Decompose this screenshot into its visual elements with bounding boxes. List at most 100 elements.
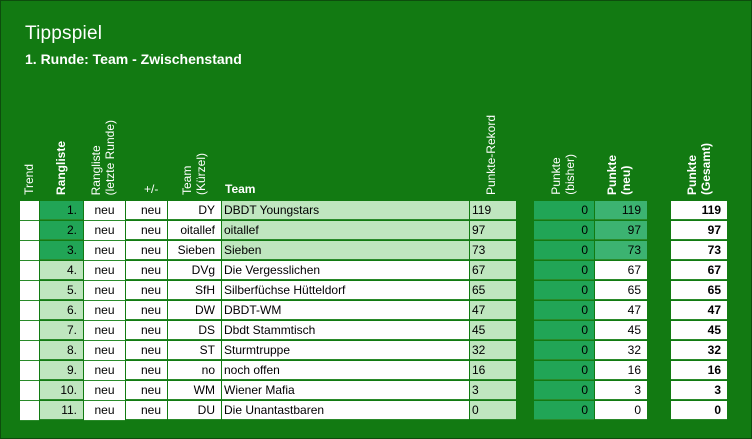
gesamt-cell: 97 — [671, 221, 727, 240]
plusminus-cell: neu — [126, 261, 167, 280]
short-cell: DS — [168, 321, 221, 340]
plusminus-cell: neu — [126, 201, 167, 220]
gesamt-cell: 119 — [671, 201, 727, 220]
gesamt-cell: 45 — [671, 321, 727, 340]
plusminus-cell: neu — [126, 281, 167, 300]
bisher-cell: 0 — [534, 281, 594, 300]
last-rank-cell: neu — [84, 381, 125, 401]
rank-cell: 10. — [40, 381, 83, 400]
rank-cell: 1. — [40, 201, 83, 220]
trend-cell — [20, 381, 39, 401]
rekord-cell: 73 — [470, 241, 516, 260]
rekord-cell: 65 — [470, 281, 516, 300]
rank-cell: 8. — [40, 341, 83, 360]
bisher-cell: 0 — [534, 221, 594, 240]
trend-cell — [20, 261, 39, 281]
team-name-cell: oitallef — [222, 221, 469, 240]
rank-cell: 2. — [40, 221, 83, 240]
rekord-cell: 0 — [470, 401, 516, 420]
page-title: Tippspiel — [25, 23, 103, 44]
bisher-cell: 0 — [534, 241, 594, 260]
plusminus-cell: neu — [126, 381, 167, 400]
gesamt-cell: 16 — [671, 361, 727, 380]
bisher-cell: 0 — [534, 381, 594, 400]
bisher-cell: 0 — [534, 301, 594, 320]
short-cell: DY — [168, 201, 221, 220]
team-name-cell: Dbdt Stammtisch — [222, 321, 469, 340]
team-name-cell: Die Vergesslichen — [222, 261, 469, 280]
team-name-cell: DBDT-WM — [222, 301, 469, 320]
rank-cell: 9. — [40, 361, 83, 380]
plusminus-cell: neu — [126, 401, 167, 420]
short-cell: no — [168, 361, 221, 380]
bisher-cell: 0 — [534, 401, 594, 420]
rank-cell: 3. — [40, 241, 83, 260]
last-rank-cell: neu — [84, 301, 125, 321]
rank-cell: 11. — [40, 401, 83, 420]
header-punkte-bisher: Punkte (bisher) — [549, 154, 577, 195]
bisher-cell: 0 — [534, 201, 594, 220]
rank-cell: 6. — [40, 301, 83, 320]
neu-cell: 32 — [595, 341, 647, 360]
rekord-cell: 3 — [470, 381, 516, 400]
neu-cell: 3 — [595, 381, 647, 400]
header-rangliste: Rangliste — [54, 140, 68, 195]
rekord-cell: 16 — [470, 361, 516, 380]
trend-cell — [20, 221, 39, 241]
gesamt-cell: 3 — [671, 381, 727, 400]
bisher-cell: 0 — [534, 321, 594, 340]
header-rangliste-letzte: Rangliste (letzte Runde) — [89, 119, 117, 195]
bisher-cell: 0 — [534, 361, 594, 380]
team-name-cell: DBDT Youngstars — [222, 201, 469, 220]
header-punkte-neu: Punkte (neu) — [605, 154, 633, 195]
rekord-cell: 67 — [470, 261, 516, 280]
team-name-cell: Wiener Mafia — [222, 381, 469, 400]
header-plusminus: +/- — [144, 182, 159, 196]
gesamt-cell: 0 — [671, 401, 727, 420]
last-rank-cell: neu — [84, 261, 125, 281]
last-rank-cell: neu — [84, 341, 125, 361]
rank-cell: 7. — [40, 321, 83, 340]
short-cell: DVg — [168, 261, 221, 280]
plusminus-cell: neu — [126, 361, 167, 380]
trend-cell — [20, 301, 39, 321]
page-subtitle: 1. Runde: Team - Zwischenstand — [25, 51, 242, 67]
trend-cell — [20, 281, 39, 301]
last-rank-cell: neu — [84, 361, 125, 381]
short-cell: DU — [168, 401, 221, 420]
gesamt-cell: 65 — [671, 281, 727, 300]
trend-cell — [20, 341, 39, 361]
short-cell: SfH — [168, 281, 221, 300]
last-rank-cell: neu — [84, 281, 125, 301]
header-team: Team — [225, 182, 256, 196]
header-trend: Trend — [22, 164, 36, 195]
last-rank-cell: neu — [84, 221, 125, 241]
bisher-cell: 0 — [534, 341, 594, 360]
neu-cell: 16 — [595, 361, 647, 380]
neu-cell: 119 — [595, 201, 647, 220]
trend-cell — [20, 401, 39, 421]
last-rank-cell: neu — [84, 241, 125, 261]
rekord-cell: 47 — [470, 301, 516, 320]
last-rank-cell: neu — [84, 321, 125, 341]
team-name-cell: Die Unantastbaren — [222, 401, 469, 420]
gesamt-cell: 47 — [671, 301, 727, 320]
team-name-cell: noch offen — [222, 361, 469, 380]
team-name-cell: Sieben — [222, 241, 469, 260]
rekord-cell: 45 — [470, 321, 516, 340]
header-punkte-rekord: Punkte-Rekord — [484, 114, 498, 195]
short-cell: DW — [168, 301, 221, 320]
gesamt-cell: 67 — [671, 261, 727, 280]
neu-cell: 67 — [595, 261, 647, 280]
rekord-cell: 119 — [470, 201, 516, 220]
short-cell: ST — [168, 341, 221, 360]
neu-cell: 65 — [595, 281, 647, 300]
gesamt-cell: 73 — [671, 241, 727, 260]
plusminus-cell: neu — [126, 321, 167, 340]
trend-cell — [20, 361, 39, 381]
short-cell: WM — [168, 381, 221, 400]
plusminus-cell: neu — [126, 341, 167, 360]
short-cell: oitallef — [168, 221, 221, 240]
neu-cell: 45 — [595, 321, 647, 340]
